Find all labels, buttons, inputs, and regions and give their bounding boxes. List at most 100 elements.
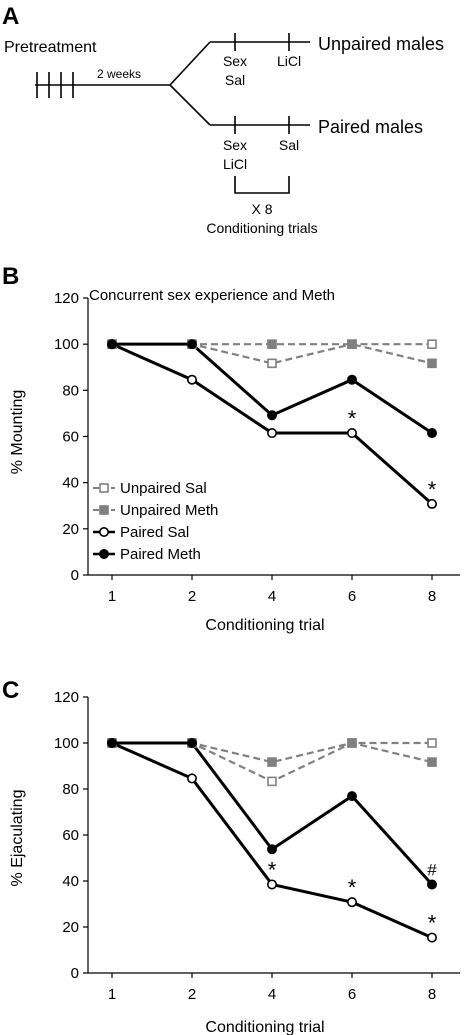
legend-swatch-marker	[99, 483, 109, 493]
data-point-3	[266, 844, 277, 855]
unpaired-males-label: Unpaired males	[318, 34, 444, 54]
data-point-2	[266, 428, 277, 439]
data-point-2	[187, 773, 198, 784]
data-point-3	[187, 339, 198, 350]
data-point-3	[107, 339, 118, 350]
significance-marker: #	[427, 860, 437, 879]
data-point-3	[107, 737, 118, 748]
data-point-2	[266, 879, 277, 890]
x-tick-label: 8	[428, 986, 436, 1003]
y-tick-label: 40	[62, 873, 79, 890]
data-point-1	[267, 339, 277, 349]
y-tick-label: 120	[54, 290, 79, 307]
legend-swatch-marker	[99, 548, 110, 559]
significance-marker: *	[428, 911, 437, 936]
x-tick-label: 6	[348, 986, 356, 1003]
y-tick-label: 100	[54, 336, 79, 353]
y-tick-label: 20	[62, 521, 79, 538]
data-point-3	[346, 374, 357, 385]
y-tick-label: 40	[62, 475, 79, 492]
panel-a-letter: A	[2, 3, 19, 30]
panel-b-letter: B	[2, 263, 19, 290]
y-tick-label: 60	[62, 429, 79, 446]
unpaired-trial1-line2: Sal	[225, 72, 245, 88]
y-tick-label: 60	[62, 827, 79, 844]
significance-marker: *	[348, 406, 357, 431]
y-tick-label: 0	[71, 965, 79, 982]
significance-marker: *	[348, 875, 357, 900]
data-point-3	[266, 410, 277, 421]
data-point-0	[427, 738, 437, 748]
series-line-2	[111, 741, 433, 939]
paired-trial2-label: Sal	[279, 137, 299, 153]
chart-c-annotations: * * * #	[268, 857, 438, 935]
data-point-1	[427, 757, 437, 767]
chart-c: C % Ejaculating Conditioning trial 0 20 40…	[2, 677, 460, 1035]
data-point-0	[427, 339, 437, 349]
data-point-2	[346, 897, 357, 908]
legend-swatch-marker	[99, 505, 109, 515]
chart-b-ylabel: % Mounting	[9, 390, 26, 475]
legend-label: Unpaired Meth	[120, 502, 218, 519]
legend-label: Unpaired Sal	[120, 480, 207, 497]
repeat-label: X 8	[251, 201, 272, 217]
legend-label: Paired Sal	[120, 524, 189, 541]
x-tick-label: 8	[428, 588, 436, 605]
branch-up	[169, 41, 211, 86]
y-tick-label: 80	[62, 781, 79, 798]
chart-b-legend: Unpaired Sal Unpaired Meth Paired Sal Paire…	[93, 480, 218, 563]
repeat-caption: Conditioning trials	[206, 220, 317, 236]
data-point-3	[187, 737, 198, 748]
y-tick-label: 0	[71, 567, 79, 584]
data-point-2	[346, 428, 357, 439]
x-tick-label: 4	[268, 588, 276, 605]
y-tick-label: 80	[62, 382, 79, 399]
data-point-3	[426, 879, 437, 890]
data-point-1	[347, 339, 357, 349]
duration-label: 2 weeks	[97, 67, 141, 81]
y-tick-label: 20	[62, 919, 79, 936]
pretreatment-label: Pretreatment	[4, 39, 97, 56]
chart-b: B Concurrent sex experience and Meth % M…	[2, 263, 460, 634]
x-tick-label: 2	[188, 588, 196, 605]
unpaired-trial2-label: LiCl	[277, 53, 301, 69]
chart-c-ticks: 0 20 40 60 80 100 120 1 2 4 6 8	[54, 689, 436, 1003]
x-tick-label: 4	[268, 986, 276, 1003]
chart-c-ylabel: % Ejaculating	[9, 790, 26, 887]
chart-c-xlabel: Conditioning trial	[205, 1019, 324, 1035]
chart-b-ticks: 0 20 40 60 80 100 120 1 2 4 6 8	[54, 290, 436, 605]
chart-b-title: Concurrent sex experience and Meth	[89, 287, 335, 304]
paired-trial1-line1: Sex	[223, 137, 247, 153]
data-point-1	[347, 738, 357, 748]
legend-swatch-marker	[99, 526, 110, 537]
chart-c-axes	[87, 697, 460, 974]
chart-b-annotations: **	[348, 406, 437, 502]
paired-males-label: Paired males	[318, 117, 423, 137]
chart-c-plot	[107, 737, 437, 943]
data-point-3	[426, 428, 437, 439]
paired-trial1-line2: LiCl	[223, 156, 247, 172]
y-tick-label: 100	[54, 735, 79, 752]
chart-b-plot	[107, 339, 437, 509]
data-point-1	[427, 358, 437, 369]
panel-c-letter: C	[2, 677, 19, 704]
y-tick-label: 120	[54, 689, 79, 706]
data-point-2	[426, 932, 437, 943]
data-point-0	[267, 776, 277, 787]
significance-marker: *	[268, 857, 277, 882]
x-tick-label: 1	[108, 588, 116, 605]
branch-down	[169, 84, 211, 126]
data-point-1	[267, 757, 277, 767]
data-point-2	[426, 498, 437, 509]
data-point-0	[267, 358, 277, 369]
chart-b-xlabel: Conditioning trial	[205, 617, 324, 634]
data-point-3	[346, 791, 357, 802]
significance-marker: *	[428, 477, 437, 502]
repeat-bracket	[234, 176, 290, 194]
x-tick-label: 6	[348, 588, 356, 605]
legend-label: Paired Meth	[120, 546, 201, 563]
x-tick-label: 2	[188, 986, 196, 1003]
unpaired-trial1-line1: Sex	[223, 53, 247, 69]
data-point-2	[187, 374, 198, 385]
